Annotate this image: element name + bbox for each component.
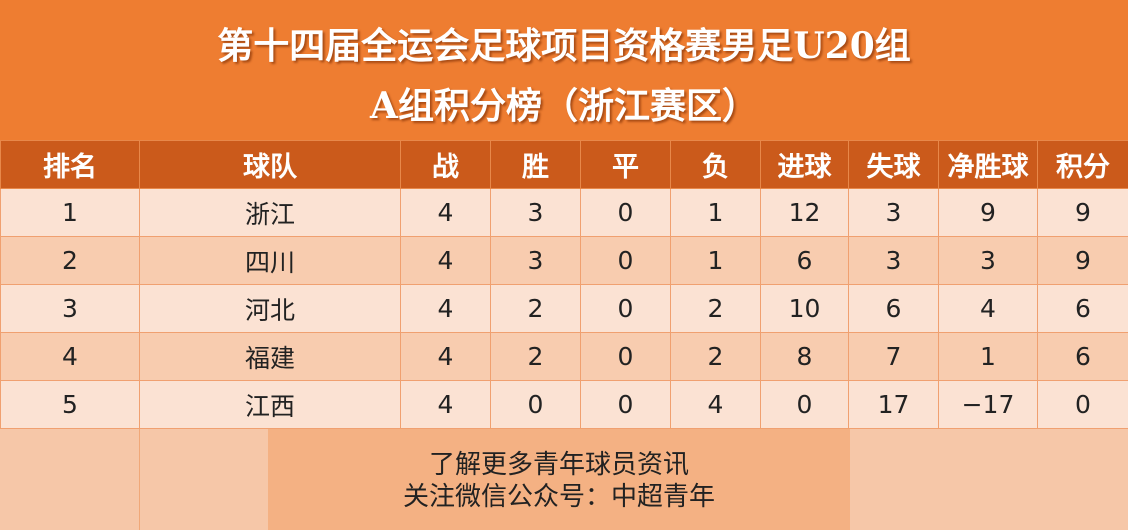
table-cell: 1 [671, 237, 761, 285]
column-header: 失球 [849, 141, 939, 189]
table-cell: 8 [761, 333, 849, 381]
table-cell: 0 [581, 189, 671, 237]
table-cell: 0 [761, 381, 849, 429]
table-cell: 3 [849, 189, 939, 237]
table-cell: 6 [761, 237, 849, 285]
table-cell: 4 [401, 381, 491, 429]
table-cell: 17 [849, 381, 939, 429]
table-cell: 5 [1, 381, 140, 429]
table-cell: 0 [581, 237, 671, 285]
footer-promo: 了解更多青年球员资讯 关注微信公众号：中超青年 [268, 429, 850, 530]
table-cell: 12 [761, 189, 849, 237]
table-cell: 0 [581, 333, 671, 381]
table-cell: 河北 [140, 285, 401, 333]
table-cell: 6 [1038, 285, 1128, 333]
column-header: 战 [401, 141, 491, 189]
title-line-1: 第十四届全运会足球项目资格赛男足U20组 [0, 0, 1128, 64]
column-header: 净胜球 [939, 141, 1038, 189]
column-header: 排名 [1, 141, 140, 189]
table-cell: 4 [401, 333, 491, 381]
table-cell: 0 [1038, 381, 1128, 429]
table-cell: 3 [1, 285, 140, 333]
table-cell: 1 [671, 189, 761, 237]
table-cell: −17 [939, 381, 1038, 429]
table-cell: 2 [671, 333, 761, 381]
header-row: 排名球队战胜平负进球失球净胜球积分 [1, 141, 1128, 189]
table-cell: 3 [491, 189, 581, 237]
table-cell: 3 [849, 237, 939, 285]
table-cell: 0 [581, 285, 671, 333]
table-cell: 9 [1038, 189, 1128, 237]
table-cell: 3 [939, 237, 1038, 285]
table-cell: 1 [1, 189, 140, 237]
footer-line-1: 了解更多青年球员资讯 [268, 449, 850, 481]
table-cell: 4 [939, 285, 1038, 333]
table-cell: 4 [671, 381, 761, 429]
table-cell: 2 [1, 237, 140, 285]
table-cell: 四川 [140, 237, 401, 285]
table-cell: 2 [491, 333, 581, 381]
table-cell: 6 [1038, 333, 1128, 381]
table-cell: 江西 [140, 381, 401, 429]
table-cell: 0 [581, 381, 671, 429]
column-header: 球队 [140, 141, 401, 189]
title-banner: 第十四届全运会足球项目资格赛男足U20组 A组积分榜（浙江赛区） [0, 0, 1128, 140]
column-header: 积分 [1038, 141, 1128, 189]
footer-line-2: 关注微信公众号：中超青年 [268, 481, 850, 513]
table-cell: 7 [849, 333, 939, 381]
column-header: 负 [671, 141, 761, 189]
table-cell: 浙江 [140, 189, 401, 237]
column-header: 胜 [491, 141, 581, 189]
footer: 了解更多青年球员资讯 关注微信公众号：中超青年 [0, 429, 1128, 530]
column-header: 平 [581, 141, 671, 189]
table-cell: 1 [939, 333, 1038, 381]
table-cell: 3 [491, 237, 581, 285]
title-line-2: A组积分榜（浙江赛区） [0, 64, 1128, 124]
table-cell: 6 [849, 285, 939, 333]
table-cell: 9 [1038, 237, 1128, 285]
table-cell: 4 [401, 285, 491, 333]
table-cell: 0 [491, 381, 581, 429]
table-cell: 4 [401, 189, 491, 237]
divider [139, 429, 140, 530]
table-cell: 9 [939, 189, 1038, 237]
table-cell: 4 [1, 333, 140, 381]
table-cell: 2 [491, 285, 581, 333]
table-cell: 4 [401, 237, 491, 285]
column-header: 进球 [761, 141, 849, 189]
table-cell: 10 [761, 285, 849, 333]
table-cell: 福建 [140, 333, 401, 381]
table-cell: 2 [671, 285, 761, 333]
